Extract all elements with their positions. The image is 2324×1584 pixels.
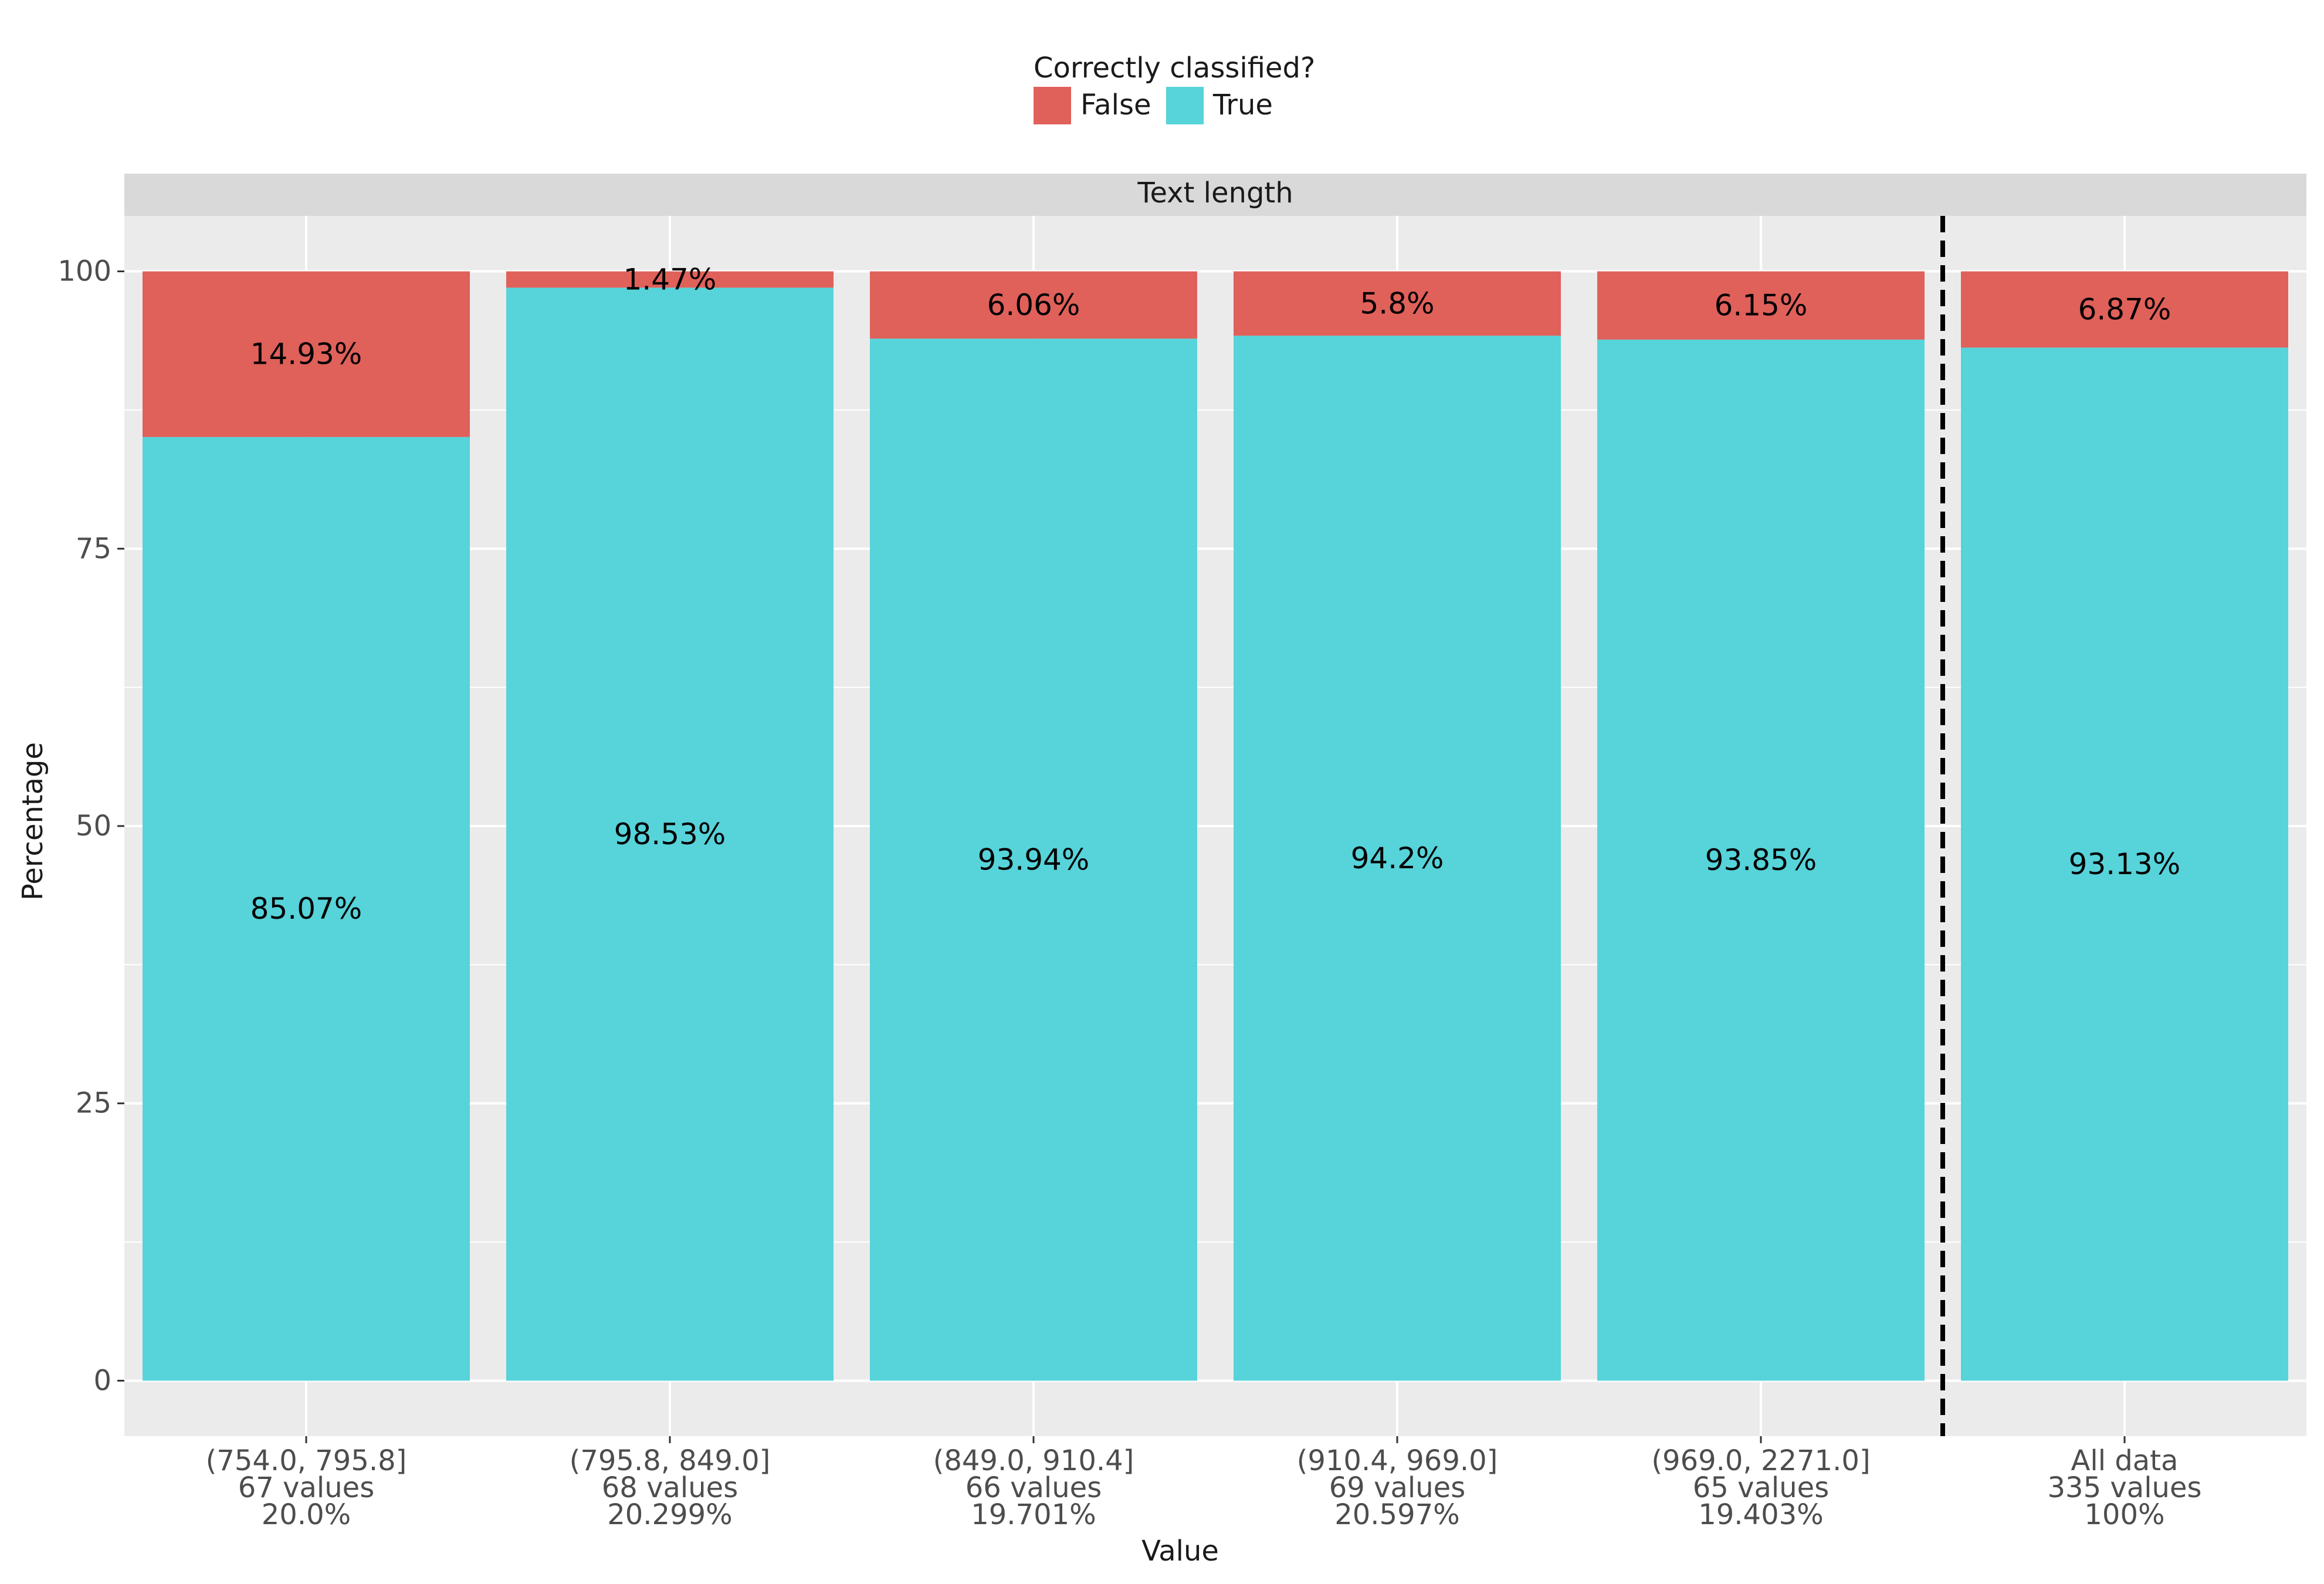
x-tick-label: 68 values	[602, 1471, 738, 1504]
y-tick-label: 25	[76, 1087, 111, 1120]
x-tick-label: 67 values	[238, 1471, 374, 1504]
y-tick-label: 100	[57, 255, 111, 288]
legend-label-false: False	[1080, 89, 1151, 121]
x-tick-label: (795.8, 849.0]	[570, 1444, 771, 1477]
bar-false	[1597, 271, 1925, 340]
bar-true	[1234, 336, 1561, 1381]
bar-labels: 85.07% 14.93% 98.53% 1.47% 93.94% 6.06% 94.2% 5…	[250, 262, 2181, 926]
bar-false	[506, 271, 834, 288]
bar-label-false: 1.47%	[624, 262, 717, 296]
bar-false	[1961, 271, 2288, 348]
x-tick-label: 66 values	[965, 1471, 1102, 1504]
facet-label: Text length	[1137, 177, 1293, 209]
bar-true	[143, 436, 470, 1381]
x-tick-label: 19.701%	[971, 1498, 1096, 1531]
x-tick-label: (910.4, 969.0]	[1297, 1444, 1498, 1477]
bar-label-true: 93.94%	[978, 842, 1090, 876]
x-tick-label: (969.0, 2271.0]	[1651, 1444, 1870, 1477]
x-tick-label: 69 values	[1329, 1471, 1465, 1504]
x-tick-label: (754.0, 795.8]	[206, 1444, 407, 1477]
x-tick-label: 100%	[2084, 1498, 2164, 1531]
x-tick-label: (849.0, 910.4]	[933, 1444, 1134, 1477]
x-tick-label: 19.403%	[1698, 1498, 1824, 1531]
x-tick-label: 20.0%	[262, 1498, 351, 1531]
bar-label-true: 93.13%	[2069, 847, 2181, 881]
bar-true	[1961, 347, 2288, 1381]
bar-label-true: 93.85%	[1705, 843, 1817, 877]
bar-label-true: 94.2%	[1351, 841, 1444, 875]
bar-true	[870, 339, 1197, 1381]
x-tick-label: All data	[2071, 1444, 2179, 1477]
facet-strip	[124, 174, 2306, 216]
legend-label-true: True	[1212, 89, 1273, 121]
y-axis-title: Percentage	[16, 742, 49, 901]
y-tick-label: 0	[93, 1364, 111, 1397]
bar-label-false: 14.93%	[250, 337, 363, 371]
bar-false	[1234, 271, 1561, 336]
bar-label-false: 6.15%	[1715, 289, 1808, 323]
x-tick-label: 20.597%	[1334, 1498, 1460, 1531]
legend-swatch-true	[1166, 87, 1204, 124]
bar-false	[143, 271, 470, 437]
bar-label-false: 6.06%	[987, 288, 1080, 322]
bar-label-true: 98.53%	[614, 817, 726, 851]
bar-label-false: 6.87%	[2078, 292, 2171, 326]
bar-true	[1597, 339, 1925, 1381]
x-tick-label: 65 values	[1693, 1471, 1829, 1504]
y-tick-label: 50	[76, 810, 111, 842]
legend-title: Correctly classified?	[1034, 52, 1315, 84]
x-axis-title: Value	[1141, 1535, 1219, 1568]
x-tick-label: 335 values	[2048, 1471, 2202, 1504]
bar-label-true: 85.07%	[250, 892, 363, 926]
x-tick-label: 20.299%	[607, 1498, 733, 1531]
bar-label-false: 5.8%	[1360, 286, 1434, 320]
legend-swatch-false	[1034, 87, 1071, 124]
bar-false	[870, 271, 1197, 339]
bars	[143, 216, 2288, 1436]
y-tick-label: 75	[76, 532, 111, 565]
legend: Correctly classified? False True	[1034, 52, 1315, 124]
bar-true	[506, 287, 834, 1381]
